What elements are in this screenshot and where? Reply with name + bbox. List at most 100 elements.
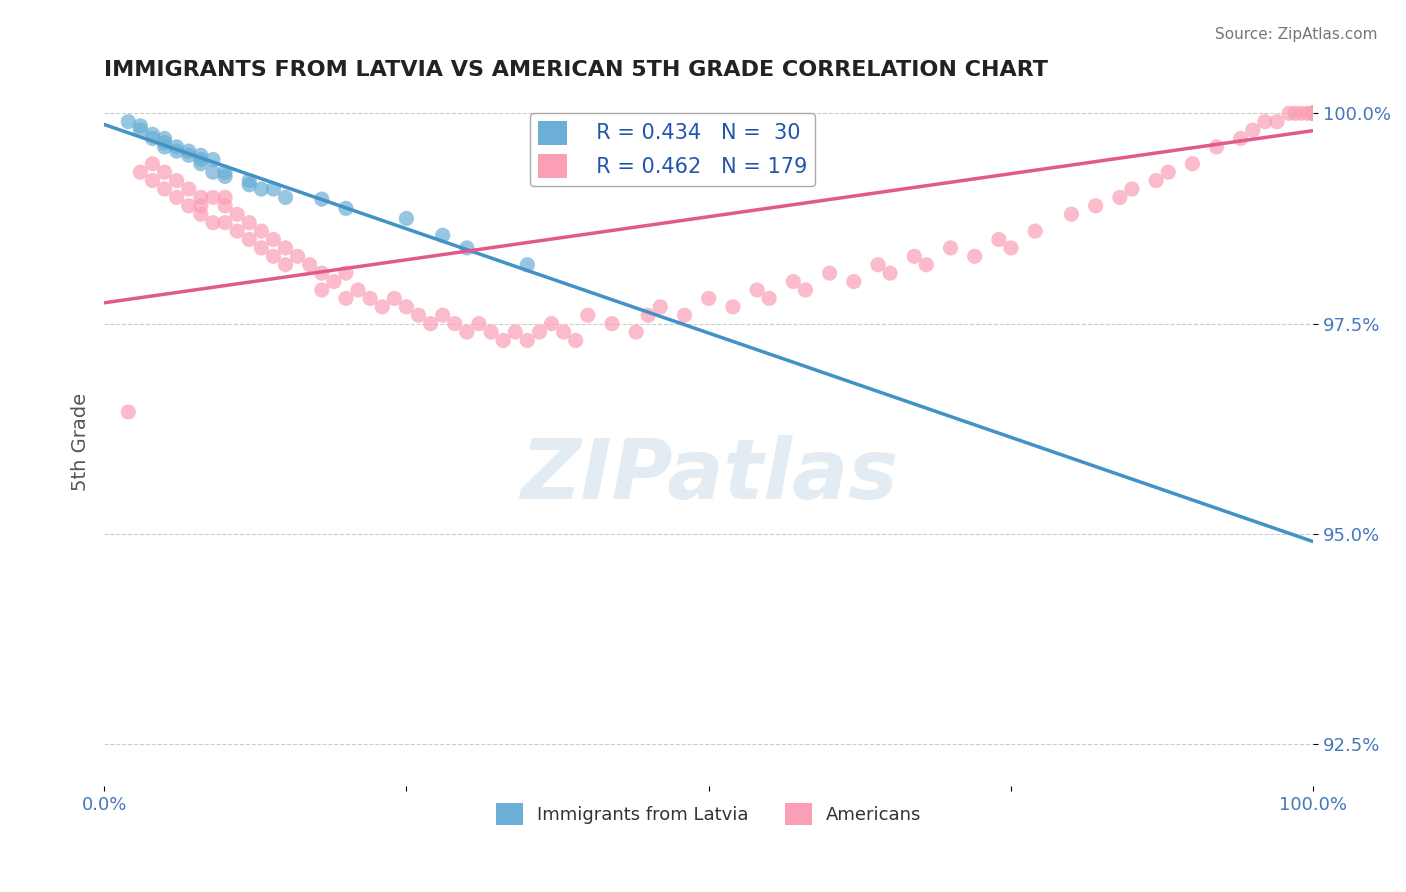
- Point: [1302, 106, 1324, 120]
- Point: [1302, 106, 1324, 120]
- Point: [745, 283, 768, 297]
- Point: [492, 334, 515, 348]
- Point: [1302, 106, 1324, 120]
- Text: IMMIGRANTS FROM LATVIA VS AMERICAN 5TH GRADE CORRELATION CHART: IMMIGRANTS FROM LATVIA VS AMERICAN 5TH G…: [104, 60, 1047, 79]
- Point: [1302, 106, 1324, 120]
- Point: [347, 283, 370, 297]
- Point: [1302, 106, 1324, 120]
- Point: [576, 308, 599, 322]
- Point: [190, 157, 212, 171]
- Point: [1302, 106, 1324, 120]
- Point: [529, 325, 551, 339]
- Point: [987, 232, 1010, 246]
- Point: [153, 165, 176, 179]
- Point: [298, 258, 321, 272]
- Point: [1302, 106, 1324, 120]
- Point: [600, 317, 623, 331]
- Point: [322, 275, 344, 289]
- Point: [382, 292, 405, 306]
- Point: [311, 266, 333, 280]
- Point: [214, 199, 236, 213]
- Point: [1302, 106, 1324, 120]
- Point: [408, 308, 430, 322]
- Point: [141, 128, 163, 142]
- Point: [1302, 106, 1324, 120]
- Point: [673, 308, 696, 322]
- Point: [177, 144, 200, 158]
- Point: [141, 173, 163, 187]
- Point: [1302, 106, 1324, 120]
- Point: [201, 165, 224, 179]
- Point: [479, 325, 502, 339]
- Point: [287, 249, 309, 263]
- Point: [190, 190, 212, 204]
- Point: [250, 224, 273, 238]
- Point: [1302, 106, 1324, 120]
- Point: [214, 190, 236, 204]
- Point: [1302, 106, 1324, 120]
- Point: [1302, 106, 1324, 120]
- Point: [1302, 106, 1324, 120]
- Point: [166, 173, 188, 187]
- Point: [1302, 106, 1324, 120]
- Point: [1302, 106, 1324, 120]
- Point: [166, 190, 188, 204]
- Point: [432, 308, 454, 322]
- Point: [1302, 106, 1324, 120]
- Point: [1302, 106, 1324, 120]
- Point: [190, 148, 212, 162]
- Point: [1302, 106, 1324, 120]
- Point: [1302, 106, 1324, 120]
- Point: [359, 292, 381, 306]
- Point: [190, 199, 212, 213]
- Point: [335, 202, 357, 216]
- Point: [1024, 224, 1046, 238]
- Point: [1302, 106, 1324, 120]
- Point: [311, 283, 333, 297]
- Point: [153, 136, 176, 150]
- Point: [721, 300, 744, 314]
- Point: [1302, 106, 1324, 120]
- Point: [1302, 106, 1324, 120]
- Point: [1302, 106, 1324, 120]
- Point: [335, 292, 357, 306]
- Point: [129, 123, 152, 137]
- Point: [1302, 106, 1324, 120]
- Point: [1108, 190, 1130, 204]
- Point: [1302, 106, 1324, 120]
- Point: [1302, 106, 1324, 120]
- Point: [1302, 106, 1324, 120]
- Point: [129, 165, 152, 179]
- Point: [468, 317, 491, 331]
- Point: [1229, 131, 1251, 145]
- Point: [1278, 106, 1301, 120]
- Point: [1302, 106, 1324, 120]
- Point: [1205, 140, 1227, 154]
- Point: [1302, 106, 1324, 120]
- Point: [1302, 106, 1324, 120]
- Point: [262, 249, 284, 263]
- Point: [262, 182, 284, 196]
- Point: [1302, 106, 1324, 120]
- Point: [371, 300, 394, 314]
- Point: [117, 405, 139, 419]
- Point: [1302, 106, 1324, 120]
- Point: [1302, 106, 1324, 120]
- Point: [1302, 106, 1324, 120]
- Point: [1157, 165, 1180, 179]
- Point: [1302, 106, 1324, 120]
- Point: [1302, 106, 1324, 120]
- Point: [141, 157, 163, 171]
- Point: [201, 216, 224, 230]
- Point: [1302, 106, 1324, 120]
- Point: [1302, 106, 1324, 120]
- Point: [1302, 106, 1324, 120]
- Point: [274, 190, 297, 204]
- Point: [1302, 106, 1324, 120]
- Point: [1302, 106, 1324, 120]
- Point: [1060, 207, 1083, 221]
- Point: [1302, 106, 1324, 120]
- Point: [1302, 106, 1324, 120]
- Point: [1000, 241, 1022, 255]
- Point: [650, 300, 672, 314]
